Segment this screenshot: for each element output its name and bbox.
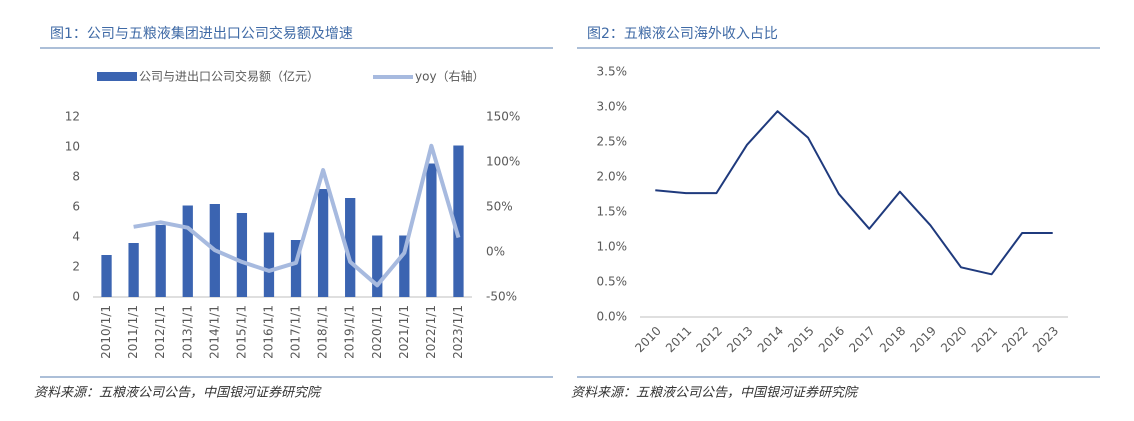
y-tick-label: 6 <box>72 200 80 214</box>
x-tick-label: 2023/1/1 <box>451 305 465 359</box>
y-tick-label: 0 <box>72 290 80 304</box>
bar <box>372 235 383 297</box>
bar <box>182 205 193 297</box>
y-tick-label: 2.0% <box>597 170 628 184</box>
x-tick-label: 2015 <box>785 324 816 355</box>
source: 资料来源：五粮液公司公告，中国银河证券研究院 <box>571 385 859 401</box>
bar <box>345 198 356 297</box>
bar <box>453 145 464 297</box>
x-tick-label: 2016 <box>816 324 847 355</box>
bar <box>317 189 329 297</box>
x-tick-label: 2010/1/1 <box>99 305 113 359</box>
x-tick-label: 2012 <box>694 324 725 355</box>
chart-title: 图2：五粮液公司海外收入占比 <box>587 26 778 42</box>
y-tick-label: 0.0% <box>597 310 628 324</box>
x-tick-label: 2023 <box>1030 324 1061 355</box>
x-tick-label: 2019/1/1 <box>343 305 357 359</box>
x-tick-label: 2012/1/1 <box>153 305 167 359</box>
x-tick-label: 2021 <box>969 324 1000 355</box>
y-tick-label: 1.0% <box>597 240 628 254</box>
y-tick-label: 8 <box>72 170 80 184</box>
bar <box>290 240 302 297</box>
y2-tick-label: 0% <box>486 245 505 259</box>
y-tick-label: 1.5% <box>597 205 628 219</box>
y-tick-label: 3.5% <box>597 65 628 79</box>
x-tick-label: 2011 <box>663 324 694 355</box>
y-tick-label: 0.5% <box>597 275 628 289</box>
x-tick-label: 2018/1/1 <box>316 305 330 359</box>
x-tick-label: 2020/1/1 <box>370 305 384 359</box>
legend-label: yoy（右轴） <box>415 69 485 84</box>
x-tick-label: 2021/1/1 <box>397 305 411 359</box>
y-tick-label: 12 <box>65 110 80 124</box>
chart-title: 图1：公司与五粮液集团进出口公司交易额及增速 <box>50 25 353 42</box>
x-tick-label: 2014/1/1 <box>207 305 221 359</box>
y-tick-label: 3.0% <box>597 100 628 114</box>
x-tick-label: 2013/1/1 <box>180 305 194 359</box>
x-tick-label: 2022/1/1 <box>424 305 438 359</box>
x-tick-label: 2017 <box>846 324 877 355</box>
y-tick-label: 4 <box>72 230 80 244</box>
y2-tick-label: -50% <box>486 290 517 304</box>
y-tick-label: 2 <box>72 260 80 274</box>
y-tick-label: 10 <box>65 140 80 154</box>
y2-tick-label: 50% <box>486 200 513 214</box>
bar <box>101 255 112 297</box>
x-tick-label: 2013 <box>724 324 755 355</box>
legend-label: 公司与进出口公司交易额（亿元） <box>139 69 319 84</box>
y2-tick-label: 100% <box>486 155 520 169</box>
line <box>655 110 1053 276</box>
bar <box>236 213 248 297</box>
bar <box>128 243 139 297</box>
legend-swatch <box>97 72 137 81</box>
bar <box>399 235 410 297</box>
bar <box>263 232 275 297</box>
x-tick-label: 2022 <box>999 324 1030 355</box>
x-tick-label: 2010 <box>632 324 663 355</box>
x-tick-label: 2014 <box>755 324 786 355</box>
x-tick-label: 2019 <box>908 324 939 355</box>
x-tick-label: 2016/1/1 <box>261 305 275 359</box>
bar <box>155 225 166 297</box>
line <box>133 143 461 288</box>
x-tick-label: 2011/1/1 <box>126 305 140 359</box>
x-tick-label: 2020 <box>938 324 969 355</box>
x-tick-label: 2017/1/1 <box>289 305 303 359</box>
x-tick-label: 2018 <box>877 324 908 355</box>
bar <box>426 163 437 297</box>
y-tick-label: 2.5% <box>597 135 628 149</box>
x-tick-label: 2015/1/1 <box>234 305 248 359</box>
source: 资料来源：五粮液公司公告，中国银河证券研究院 <box>34 385 322 401</box>
y2-tick-label: 150% <box>486 110 520 124</box>
